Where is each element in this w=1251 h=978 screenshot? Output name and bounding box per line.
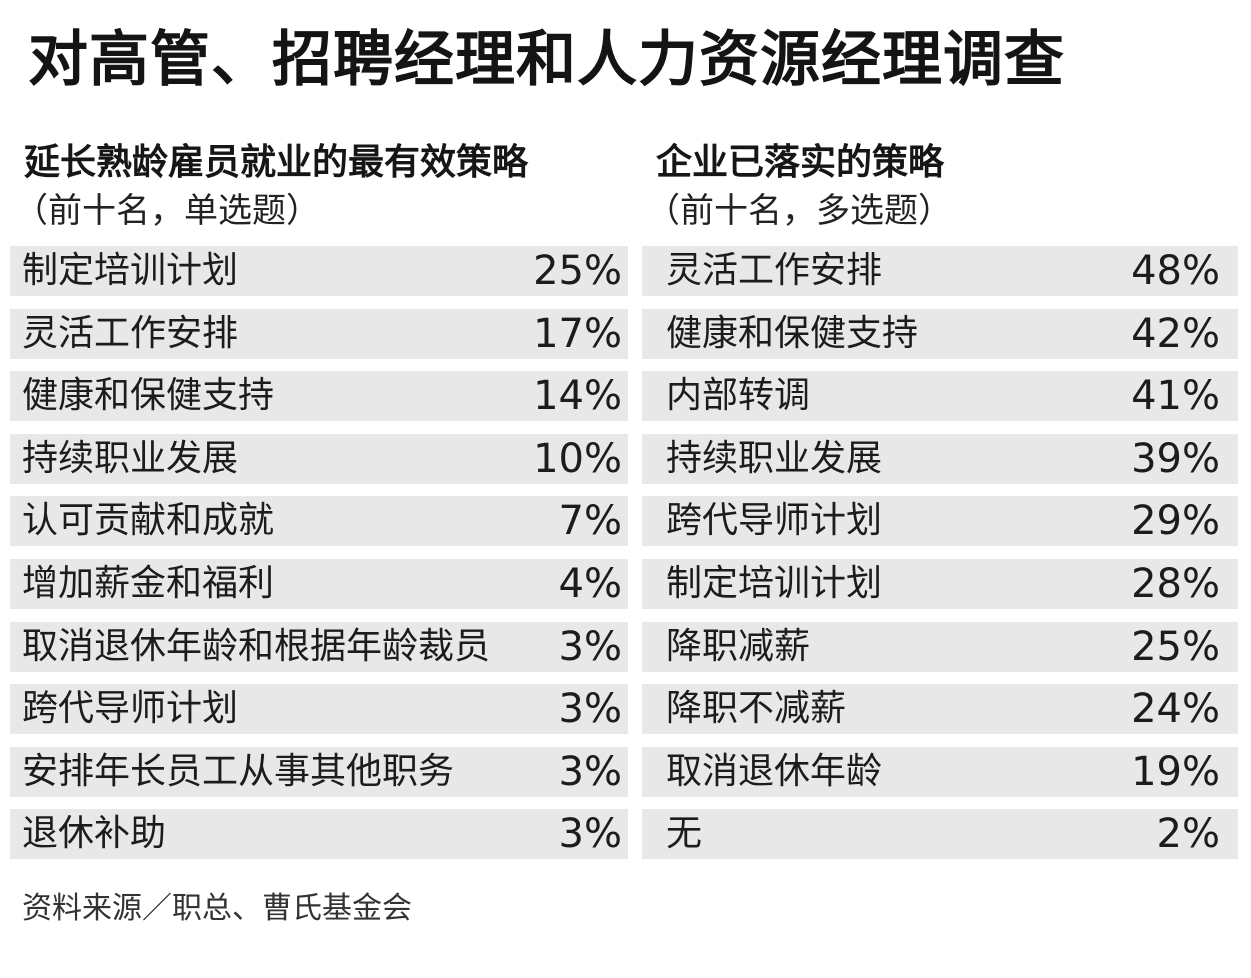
- row-value: 24%: [1131, 686, 1220, 733]
- row-value: 3%: [558, 686, 622, 733]
- row-value: 2%: [1156, 811, 1220, 858]
- row-label: 持续职业发展: [22, 437, 239, 479]
- row-label: 内部转调: [666, 375, 811, 417]
- table-row: 内部转调 41%: [642, 371, 1238, 422]
- row-value: 10%: [533, 435, 622, 482]
- row-value: 39%: [1131, 435, 1220, 482]
- row-label: 灵活工作安排: [666, 250, 883, 291]
- table-row: 降职不减薪 24%: [642, 684, 1238, 735]
- left-panel-title: 延长熟龄雇员就业的最有效策略: [24, 142, 529, 183]
- left-panel: 延长熟龄雇员就业的最有效策略 （前十名，单选题） 制定培训计划 25% 灵活工作安排…: [10, 138, 628, 872]
- row-value: 14%: [533, 373, 622, 420]
- row-label: 认可贡献和成就: [22, 500, 275, 542]
- row-value: 41%: [1131, 373, 1220, 420]
- row-label: 健康和保健支持: [22, 375, 275, 417]
- right-panel-subtitle: （前十名，多选题）: [646, 191, 952, 231]
- table-row: 无 2%: [642, 809, 1238, 860]
- row-value: 42%: [1131, 310, 1220, 357]
- row-value: 4%: [558, 560, 622, 607]
- row-label: 取消退休年龄和根据年龄裁员: [22, 625, 491, 667]
- row-value: 17%: [533, 310, 622, 357]
- table-row: 退休补助 3%: [10, 809, 628, 860]
- row-value: 25%: [1131, 623, 1220, 670]
- row-label: 退休补助: [22, 813, 167, 855]
- page-title: 对高管、招聘经理和人力资源经理调查: [28, 25, 1065, 95]
- table-row: 健康和保健支持 14%: [10, 371, 628, 422]
- table-row: 取消退休年龄 19%: [642, 746, 1238, 797]
- row-label: 跨代导师计划: [22, 688, 239, 730]
- table-row: 制定培训计划 25%: [10, 246, 628, 296]
- row-value: 28%: [1131, 560, 1220, 607]
- table-row: 跨代导师计划 3%: [10, 684, 628, 735]
- row-label: 持续职业发展: [666, 437, 883, 479]
- left-panel-subtitle: （前十名，单选题）: [14, 191, 320, 231]
- row-value: 7%: [558, 498, 622, 545]
- row-label: 制定培训计划: [666, 562, 883, 604]
- right-panel-title: 企业已落实的策略: [656, 142, 945, 183]
- table-row: 灵活工作安排 48%: [642, 246, 1238, 296]
- row-value: 3%: [558, 811, 622, 858]
- source-note: 资料来源／职总、曹氏基金会: [22, 891, 412, 926]
- row-value: 29%: [1131, 498, 1220, 545]
- table-row: 制定培训计划 28%: [642, 558, 1238, 609]
- table-row: 取消退休年龄和根据年龄裁员 3%: [10, 621, 628, 672]
- row-value: 3%: [558, 748, 622, 795]
- row-label: 降职不减薪: [666, 688, 847, 730]
- table-row: 持续职业发展 39%: [642, 433, 1238, 484]
- table-row: 认可贡献和成就 7%: [10, 496, 628, 547]
- row-value: 19%: [1131, 748, 1220, 795]
- table-row: 灵活工作安排 17%: [10, 308, 628, 359]
- row-label: 灵活工作安排: [22, 312, 239, 354]
- table-row: 持续职业发展 10%: [10, 433, 628, 484]
- table-row: 跨代导师计划 29%: [642, 496, 1238, 547]
- row-value: 48%: [1131, 248, 1220, 294]
- row-label: 制定培训计划: [22, 250, 239, 291]
- row-label: 无: [666, 813, 703, 855]
- left-table: 制定培训计划 25% 灵活工作安排 17% 健康和保健支持 14% 持续职业发展 10% 认可贡…: [10, 246, 628, 860]
- row-label: 取消退休年龄: [666, 750, 883, 792]
- row-value: 3%: [558, 623, 622, 670]
- row-label: 增加薪金和福利: [22, 562, 275, 604]
- right-table: 灵活工作安排 48% 健康和保健支持 42% 内部转调 41% 持续职业发展 39% 跨代导师计…: [642, 246, 1238, 860]
- row-value: 25%: [533, 248, 622, 294]
- table-row: 增加薪金和福利 4%: [10, 558, 628, 609]
- row-label: 健康和保健支持: [666, 312, 919, 354]
- table-row: 降职减薪 25%: [642, 621, 1238, 672]
- row-label: 跨代导师计划: [666, 500, 883, 542]
- row-label: 安排年长员工从事其他职务: [22, 750, 455, 792]
- right-panel: 企业已落实的策略 （前十名，多选题） 灵活工作安排 48% 健康和保健支持 42% 内部…: [642, 138, 1238, 872]
- table-row: 健康和保健支持 42%: [642, 308, 1238, 359]
- row-label: 降职减薪: [666, 625, 811, 667]
- table-row: 安排年长员工从事其他职务 3%: [10, 746, 628, 797]
